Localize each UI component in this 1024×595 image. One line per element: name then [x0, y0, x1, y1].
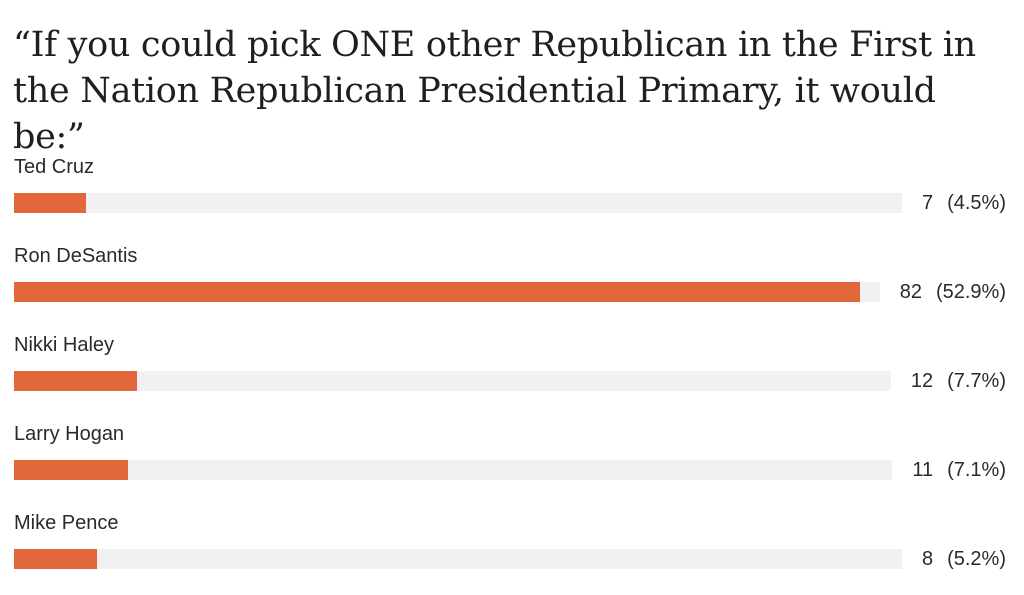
poll-option: Nikki Haley 12 (7.7%)	[0, 333, 1024, 413]
vote-percent: (7.7%)	[947, 370, 1006, 392]
option-stat: 12 (7.7%)	[911, 368, 1006, 394]
bar-track	[14, 371, 891, 391]
bar-track	[14, 460, 893, 480]
bar-track	[14, 549, 902, 569]
bar-fill	[14, 371, 138, 391]
poll-option: Larry Hogan 11 (7.1%)	[0, 422, 1024, 502]
bar-fill	[14, 193, 86, 213]
vote-count: 12	[910, 370, 934, 392]
option-label: Mike Pence	[14, 512, 119, 534]
vote-count: 11	[912, 459, 934, 481]
vote-percent: (5.2%)	[947, 548, 1006, 570]
option-label: Ron DeSantis	[14, 245, 138, 267]
bar-fill	[14, 460, 128, 480]
poll-option: Ted Cruz 7 (4.5%)	[0, 155, 1024, 235]
vote-percent: (52.9%)	[935, 281, 1006, 303]
vote-count: 7	[921, 192, 934, 214]
bar-track	[14, 282, 880, 302]
option-stat: 82 (52.9%)	[900, 279, 1006, 305]
vote-count: 82	[899, 281, 922, 303]
vote-percent: (4.5%)	[947, 192, 1006, 214]
vote-percent: (7.1%)	[947, 459, 1006, 481]
bar-fill	[14, 282, 861, 302]
option-label: Ted Cruz	[14, 156, 95, 178]
poll-option: Ron DeSantis 82 (52.9%)	[0, 244, 1024, 324]
option-stat: 7 (4.5%)	[922, 190, 1006, 216]
option-label: Larry Hogan	[14, 423, 125, 445]
vote-count: 8	[921, 548, 934, 570]
bar-track	[14, 193, 902, 213]
poll-question-title: “If you could pick ONE other Republican …	[13, 25, 976, 157]
bar-fill	[14, 549, 98, 569]
option-stat: 11 (7.1%)	[912, 457, 1006, 483]
option-label: Nikki Haley	[14, 334, 115, 356]
poll-option: Mike Pence 8 (5.2%)	[0, 511, 1024, 591]
option-stat: 8 (5.2%)	[922, 546, 1006, 572]
